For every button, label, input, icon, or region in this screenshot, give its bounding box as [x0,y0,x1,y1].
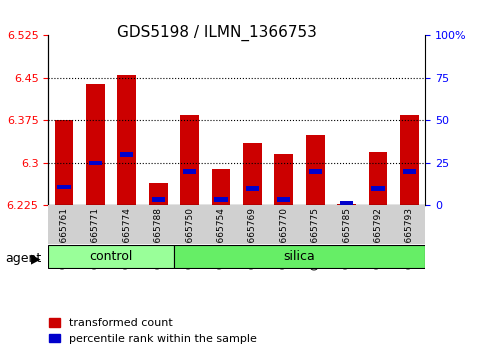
Bar [117,75,136,205]
Text: GSM665774: GSM665774 [122,207,131,262]
Text: silica: silica [284,250,315,263]
Bar [180,115,199,205]
Text: control: control [89,250,133,263]
Text: GDS5198 / ILMN_1366753: GDS5198 / ILMN_1366753 [117,25,317,41]
Bar [400,115,419,205]
Text: GSM665769: GSM665769 [248,207,257,262]
Text: GSM665785: GSM665785 [342,207,351,262]
Bar [149,183,168,205]
Legend: transformed count, percentile rank within the sample: transformed count, percentile rank withi… [44,314,261,348]
Text: GSM665788: GSM665788 [154,207,163,262]
Bar [120,152,133,156]
Bar [403,169,416,173]
Text: GSM665775: GSM665775 [311,207,320,262]
FancyBboxPatch shape [174,246,425,268]
Bar [274,154,293,205]
Text: GSM665770: GSM665770 [279,207,288,262]
Bar [183,169,196,173]
Text: GSM665771: GSM665771 [91,207,100,262]
Text: GSM665792: GSM665792 [373,207,383,262]
Bar [277,198,290,202]
Bar [57,185,71,189]
Text: GSM665793: GSM665793 [405,207,414,262]
Bar [86,84,105,205]
Bar [371,186,384,190]
Bar [152,198,165,202]
Text: GSM665750: GSM665750 [185,207,194,262]
Bar [246,186,259,190]
Bar [214,198,227,202]
Bar [55,120,73,205]
Bar [243,143,262,205]
Bar [340,201,353,206]
Bar [369,152,387,205]
Bar [309,169,322,173]
Text: ▶: ▶ [31,252,41,265]
Bar [306,135,325,205]
FancyBboxPatch shape [48,246,174,268]
Text: agent: agent [5,252,41,265]
Text: GSM665754: GSM665754 [216,207,226,262]
Bar [212,169,230,205]
Bar [89,161,102,165]
Bar [337,204,356,205]
Text: GSM665761: GSM665761 [59,207,69,262]
